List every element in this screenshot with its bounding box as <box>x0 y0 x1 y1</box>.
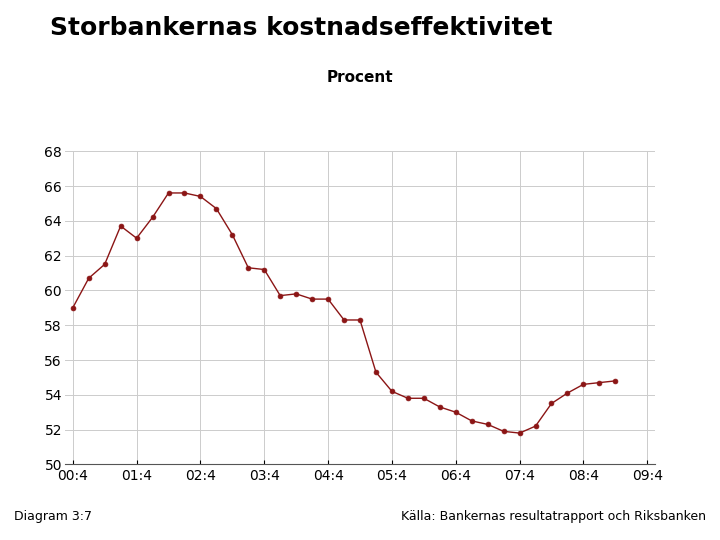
Text: Källa: Bankernas resultatrapport och Riksbanken: Källa: Bankernas resultatrapport och Rik… <box>400 510 706 523</box>
Text: Storbankernas kostnadseffektivitet: Storbankernas kostnadseffektivitet <box>50 16 553 40</box>
Text: Diagram 3:7: Diagram 3:7 <box>14 510 92 523</box>
Text: Procent: Procent <box>327 70 393 85</box>
